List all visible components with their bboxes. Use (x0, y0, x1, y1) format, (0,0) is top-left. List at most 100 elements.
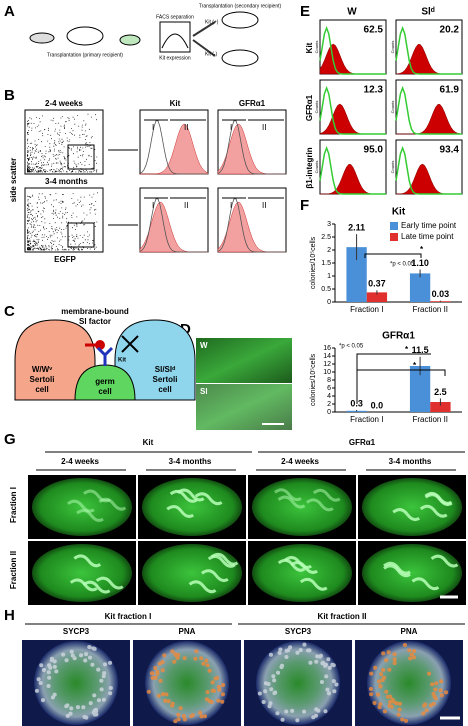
label: Sertoli (153, 375, 178, 384)
axis-label: Counts (390, 41, 395, 54)
axis-label: EGFP (54, 255, 76, 264)
age-label: 2-4 weeks (281, 457, 319, 466)
row-label: Fraction I (9, 487, 18, 523)
nuclei (146, 649, 226, 724)
y-axis-label: colonies/10⁵cells (310, 236, 317, 289)
histogram (395, 145, 462, 195)
histogram (139, 120, 208, 175)
cross (121, 335, 139, 353)
panel-label: B (4, 87, 15, 104)
value-label: 0.0 (371, 400, 384, 410)
label: cell (98, 387, 111, 396)
histogram (319, 145, 386, 195)
panel-g: Kit GFRα1 Fraction I Fraction II 2-4 wee… (9, 438, 466, 605)
label: Kit (118, 358, 126, 364)
panel-f: Kitcolonies/10⁵cells00.511.522.53Fractio… (310, 207, 462, 424)
colony (284, 556, 312, 569)
arrow (192, 21, 216, 37)
annotation: * (420, 245, 424, 254)
label: cell (35, 385, 48, 394)
axis-label: Counts (314, 41, 319, 54)
cells (119, 34, 141, 46)
tubule (34, 641, 118, 725)
colony (306, 498, 334, 512)
colony (424, 492, 453, 505)
value-label: 2.5 (434, 387, 447, 397)
testis (252, 544, 352, 602)
label: W (200, 341, 208, 350)
label: germ (95, 377, 115, 386)
scatter-dots (27, 113, 98, 173)
facs-box (159, 21, 191, 53)
caption: Transplantation (secondary recipient) (199, 3, 282, 9)
value-label: 1.10 (411, 258, 429, 268)
testis (362, 478, 462, 536)
annotation: * (413, 361, 417, 370)
colony (299, 577, 328, 591)
annotation: *p < 0.05 (390, 262, 415, 268)
x-tick-label: Fraction II (412, 305, 448, 314)
y-tick-label: 2 (327, 401, 331, 408)
stain-label: SYCP3 (63, 627, 90, 636)
percentage: 93.4 (440, 145, 460, 156)
y-tick-label: 2 (327, 247, 331, 254)
caption: FACS separation (156, 14, 194, 20)
y-tick-label: 0 (327, 409, 331, 416)
testis (142, 478, 242, 536)
value-label: 0.03 (432, 289, 450, 299)
histogram (140, 123, 209, 175)
mouse (66, 26, 104, 46)
label: membrane-bound (61, 307, 129, 316)
colony (169, 489, 198, 503)
colony (67, 499, 95, 513)
y-tick-label: 14 (323, 353, 331, 360)
micrograph (196, 384, 292, 430)
panel-e: W Slᵈ Kit62.5Counts20.2CountsGFRα112.3Co… (305, 7, 463, 195)
gate-label: I (230, 201, 232, 210)
sertoli-cell (14, 319, 96, 401)
gate-label: II (184, 123, 188, 132)
colony (176, 488, 205, 502)
colony (83, 489, 111, 503)
testis (362, 544, 462, 602)
axis-label: Counts (390, 101, 395, 114)
legend-swatch (390, 222, 398, 230)
group-label: Kit fraction II (318, 612, 367, 621)
histogram (139, 198, 208, 253)
histogram (319, 85, 386, 135)
histogram (395, 25, 462, 75)
percentage: 20.2 (440, 25, 460, 36)
percentage: 61.9 (440, 85, 460, 96)
significance-bracket (356, 353, 431, 404)
y-tick-label: 1 (327, 273, 331, 280)
panel-label: H (4, 607, 15, 624)
panel-label: E (300, 3, 310, 20)
axis-label: Counts (314, 161, 319, 174)
colony (274, 488, 302, 502)
colony (73, 554, 102, 568)
colony (430, 554, 459, 568)
group-label: GFRα1 (349, 438, 376, 447)
group-label: Kit fraction I (105, 612, 152, 621)
significance-bracket (364, 253, 422, 258)
bar (346, 247, 367, 302)
axis-label: Counts (390, 161, 395, 174)
y-tick-label: 10 (323, 369, 331, 376)
label: Sl factor (79, 317, 111, 326)
label: Sl (200, 387, 208, 396)
caption: Transplantation (primary recipient) (47, 52, 123, 58)
colony (207, 554, 236, 568)
y-tick-label: 6 (327, 385, 331, 392)
label: cell (158, 385, 171, 394)
x-tick-label: Fraction II (412, 415, 448, 424)
panel-h: Kit fraction I Kit fraction II SYCP3 PNA S… (22, 612, 465, 726)
nuclei (257, 642, 339, 723)
dish (29, 32, 55, 44)
histogram (217, 198, 286, 253)
gate (67, 222, 95, 248)
axis-label: Counts (314, 101, 319, 114)
gate-label: II (262, 201, 266, 210)
colony (383, 564, 411, 578)
age-label: 3-4 months (389, 457, 432, 466)
